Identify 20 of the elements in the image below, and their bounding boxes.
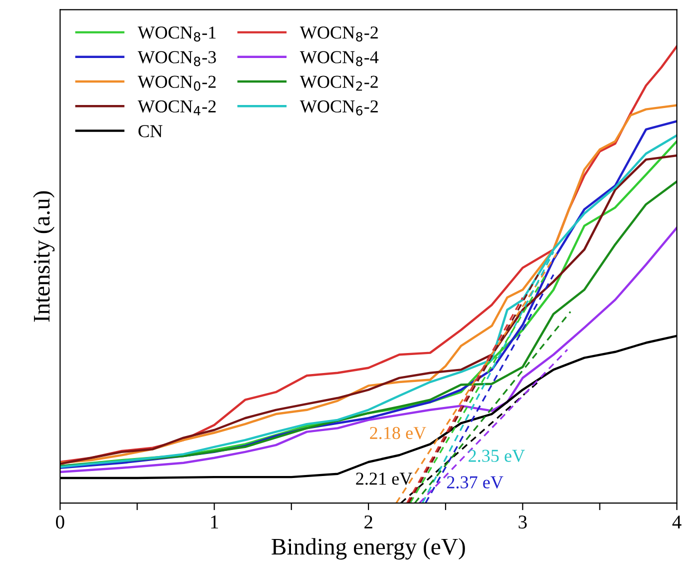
x-tick-label: 4 (672, 516, 682, 528)
annotation: 2.18 eV (370, 426, 426, 440)
legend-label: WOCN$_{8}$-4 (300, 51, 379, 66)
legend-label: WOCN$_{0}$-2 (138, 76, 216, 91)
x-axis-title: Binding energy (eV) (272, 538, 465, 560)
legend-label: WOCN$_{6}$-2 (300, 100, 378, 116)
annotation: 2.37 eV (447, 476, 504, 489)
legend-label: CN (138, 125, 162, 138)
legend-label: WOCN$_{4}$-2 (138, 100, 216, 116)
x-tick-label: 3 (518, 516, 527, 529)
legend-label: WOCN$_{8}$-2 (300, 26, 378, 42)
y-axis-title: Intensity (a.u) (33, 191, 55, 322)
legend-label: WOCN$_{8}$-1 (138, 26, 216, 42)
legend-label: WOCN$_{2}$-2 (300, 76, 378, 91)
x-tick-label: 1 (211, 516, 218, 528)
annotation: 2.35 eV (468, 450, 525, 462)
x-tick-label: 0 (56, 515, 64, 529)
annotation: 2.21 eV (356, 472, 412, 485)
x-tick-label: 2 (364, 516, 372, 528)
legend-label: WOCN$_{8}$-3 (138, 51, 216, 66)
